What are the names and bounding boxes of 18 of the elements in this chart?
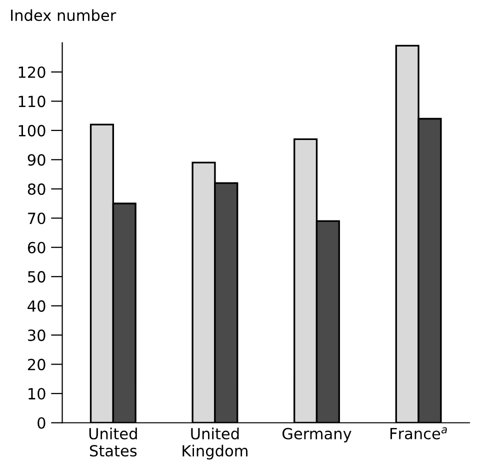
y-tick-label: 90 — [28, 154, 46, 166]
x-tick-label: United Kingdom — [182, 428, 248, 460]
y-tick-label: 80 — [28, 183, 46, 195]
y-tick-label: 30 — [28, 330, 46, 342]
y-tick-label: 60 — [28, 242, 46, 254]
y-tick-label: 40 — [28, 300, 46, 312]
y-tick-label: 120 — [18, 66, 46, 78]
y-tick-label: 100 — [18, 124, 46, 136]
y-tick-label: 0 — [38, 417, 46, 429]
x-tick-label: France$^{a}$ — [390, 427, 447, 440]
y-tick-label: 50 — [28, 271, 46, 283]
y-tick-label: 110 — [18, 96, 46, 108]
x-tick-label: Germany — [282, 428, 352, 442]
x-tick-label: United States — [89, 428, 137, 457]
y-tick-label: 20 — [28, 358, 46, 370]
y-tick-label: 70 — [28, 212, 46, 224]
y-axis-title: Index number — [11, 9, 116, 22]
y-tick-label: 10 — [28, 388, 46, 400]
